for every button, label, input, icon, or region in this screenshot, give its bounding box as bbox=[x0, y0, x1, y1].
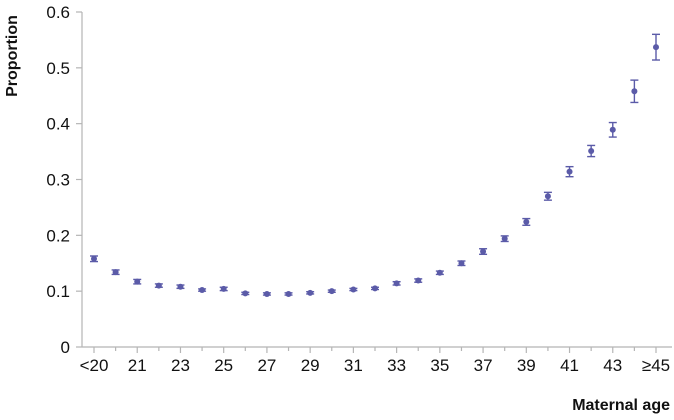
data-point bbox=[435, 269, 444, 276]
data-point bbox=[198, 287, 207, 294]
point-marker bbox=[653, 44, 659, 51]
data-point bbox=[111, 269, 120, 276]
data-point bbox=[608, 121, 617, 138]
data-point bbox=[219, 285, 228, 292]
point-marker bbox=[220, 285, 227, 292]
x-ticks: <20 21 23 25 27 29 31 33 35 37 39 41 43 ≥45 bbox=[80, 347, 670, 375]
data-point bbox=[565, 165, 574, 178]
point-marker bbox=[91, 255, 97, 262]
data-point bbox=[90, 255, 98, 263]
data-point bbox=[479, 248, 488, 256]
data-point bbox=[414, 277, 423, 284]
data-point bbox=[284, 290, 293, 297]
y-tick-label: 0.4 bbox=[46, 115, 70, 134]
data-point bbox=[327, 288, 336, 295]
data-point bbox=[154, 282, 163, 289]
data-point bbox=[371, 285, 379, 292]
y-tick-label: 0.5 bbox=[46, 59, 70, 78]
point-marker bbox=[523, 218, 530, 225]
y-tick-label: 0.1 bbox=[46, 282, 70, 301]
x-tick-label: 37 bbox=[474, 356, 493, 375]
data-point bbox=[587, 144, 596, 158]
data-point bbox=[392, 280, 401, 287]
point-marker bbox=[134, 278, 141, 285]
y-tick-label: 0.3 bbox=[46, 171, 70, 190]
x-tick-label: 39 bbox=[517, 356, 536, 375]
point-marker bbox=[501, 235, 508, 242]
y-tick-label: 0.2 bbox=[46, 226, 70, 245]
point-marker bbox=[177, 283, 184, 290]
data-point bbox=[522, 217, 531, 226]
point-marker bbox=[199, 287, 206, 294]
data-point bbox=[457, 260, 466, 267]
data-points bbox=[90, 33, 660, 297]
x-axis-title: Maternal age bbox=[572, 397, 670, 414]
y-tick-label: 0.6 bbox=[46, 3, 70, 22]
data-point bbox=[176, 283, 185, 290]
x-tick-label: 33 bbox=[387, 356, 406, 375]
x-tick-label: 23 bbox=[171, 356, 190, 375]
data-point bbox=[306, 289, 315, 296]
y-ticks: 0 0.1 0.2 0.3 0.4 0.5 0.6 bbox=[46, 3, 82, 357]
data-point bbox=[630, 79, 639, 104]
x-tick-label: ≥45 bbox=[642, 356, 670, 375]
point-marker bbox=[458, 260, 465, 267]
point-marker bbox=[631, 88, 638, 95]
point-marker bbox=[588, 148, 595, 155]
x-tick-label: 43 bbox=[603, 356, 622, 375]
point-marker bbox=[609, 126, 616, 133]
data-point bbox=[349, 286, 358, 293]
data-point bbox=[133, 278, 142, 285]
data-point bbox=[262, 290, 271, 297]
x-tick-label: <20 bbox=[80, 356, 109, 375]
x-tick-label: 41 bbox=[560, 356, 579, 375]
point-marker bbox=[112, 269, 119, 276]
point-marker bbox=[242, 290, 249, 297]
x-tick-label: 31 bbox=[344, 356, 363, 375]
point-marker bbox=[307, 289, 314, 296]
y-axis-title: Proportion bbox=[4, 15, 21, 97]
x-tick-label: 35 bbox=[430, 356, 449, 375]
data-point bbox=[652, 33, 660, 61]
data-point bbox=[241, 290, 250, 297]
x-tick-label: 29 bbox=[301, 356, 320, 375]
data-point bbox=[543, 191, 552, 201]
y-tick-label: 0 bbox=[61, 338, 70, 357]
point-marker bbox=[350, 286, 357, 293]
point-marker bbox=[285, 290, 292, 297]
point-marker bbox=[436, 269, 443, 276]
x-tick-label: 21 bbox=[128, 356, 147, 375]
x-tick-label: 27 bbox=[257, 356, 276, 375]
data-point bbox=[500, 235, 509, 243]
point-marker bbox=[263, 290, 270, 297]
x-tick-label: 25 bbox=[214, 356, 233, 375]
point-marker bbox=[415, 277, 422, 284]
axes-layer bbox=[81, 12, 672, 348]
point-marker bbox=[155, 282, 162, 289]
point-marker bbox=[480, 248, 487, 255]
point-marker bbox=[544, 193, 551, 200]
point-marker bbox=[566, 168, 573, 175]
point-marker bbox=[372, 285, 378, 292]
point-marker bbox=[393, 280, 400, 287]
point-marker bbox=[328, 288, 335, 295]
